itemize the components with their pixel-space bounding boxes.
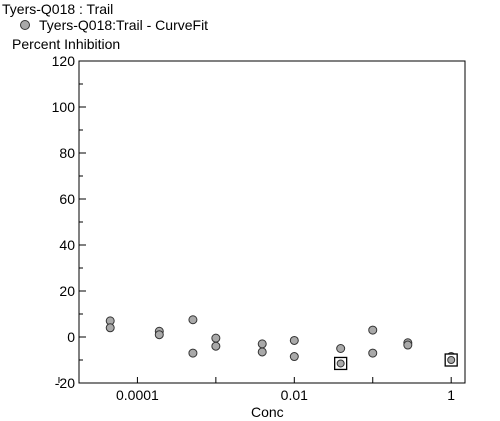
data-point [289, 352, 299, 362]
data-point [257, 339, 267, 349]
y-tick-label: 100 [52, 99, 76, 115]
data-point [257, 347, 267, 357]
legend-label: Tyers-Q018:Trail - CurveFit [39, 17, 209, 33]
y-tick-label: 80 [59, 145, 75, 161]
x-tick-label: 0.0001 [116, 387, 159, 403]
data-point [368, 325, 378, 335]
data-point [336, 344, 346, 353]
plot-frame [78, 60, 466, 384]
x-axis-label: Conc [251, 404, 284, 420]
data-point [211, 341, 221, 351]
data-point [289, 335, 299, 345]
y-tick-label: 40 [59, 237, 75, 253]
y-tick-label: 120 [52, 53, 76, 69]
data-point [154, 330, 164, 340]
y-tick-label: 0 [67, 329, 75, 345]
data-points [105, 315, 458, 371]
x-axis: 0.0001 0.01 1 [58, 377, 455, 403]
data-point [368, 348, 378, 358]
data-point [211, 333, 221, 343]
data-point [188, 315, 198, 325]
y-tick-label: -20 [55, 375, 75, 391]
y-axis: -20 0 20 40 60 80 100 120 [52, 53, 86, 391]
y-tick-label: 20 [59, 283, 75, 299]
data-point [105, 323, 115, 333]
x-tick-label: 0.01 [281, 387, 308, 403]
data-point [447, 356, 456, 364]
x-tick-label: 1 [447, 387, 455, 403]
data-point [403, 340, 413, 350]
data-point [188, 348, 198, 358]
chart-title: Tyers-Q018 : Trail [2, 1, 114, 17]
data-point [336, 359, 345, 368]
legend: Tyers-Q018:Trail - CurveFit [20, 17, 208, 33]
y-axis-label: Percent Inhibition [12, 36, 121, 52]
y-tick-label: 60 [59, 191, 75, 207]
legend-circle-icon [20, 20, 30, 30]
